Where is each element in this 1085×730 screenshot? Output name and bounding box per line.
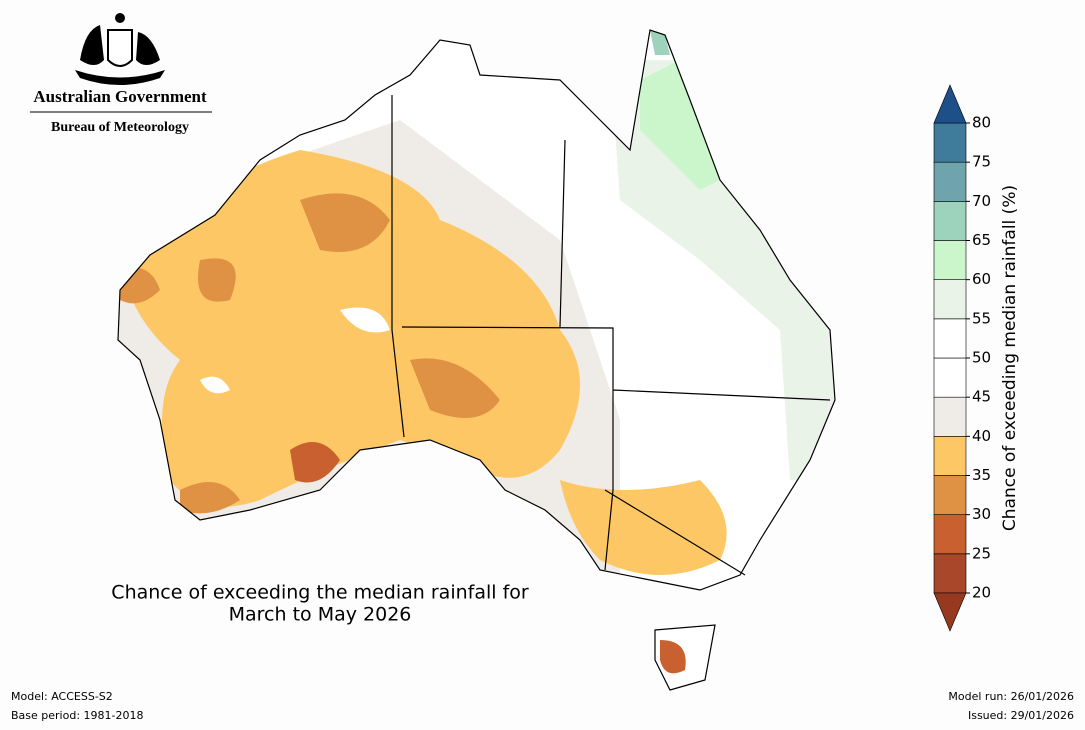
colorbar-tick-label: 25 [972,544,991,562]
colorbar-bin [933,475,967,515]
colorbar-tick-label: 40 [972,427,991,445]
coastline [117,29,836,691]
colorbar-tick-label: 65 [972,231,991,249]
colorbar-bin [933,279,967,320]
colorbar-label: Chance of exceeding median rainfall (%) [1000,185,1020,531]
footer-base-period: Base period: 1981-2018 [11,709,143,722]
colorbar-bin [933,436,967,476]
colorbar-tick-label: 50 [972,349,991,367]
colorbar-under-arrow [933,592,967,632]
footer-issued: Issued: 29/01/2026 [968,709,1074,722]
colorbar-over-arrow [933,84,967,124]
colorbar-tick-label: 60 [972,270,991,288]
agency-name: Bureau of Meteorology [51,120,189,135]
colorbar-tick-label: 70 [972,192,991,210]
colorbar-tick-label: 20 [972,584,991,602]
coat-of-arms [75,13,165,85]
map-title: March to May 2026 [229,604,412,626]
colorbar-bin [933,122,967,163]
government-name: Australian Government [33,87,207,106]
colorbar-tick-label: 55 [972,309,991,327]
colorbar-tick-label: 35 [972,466,991,484]
colorbar-tick-label: 80 [972,114,991,132]
colorbar-bin [933,161,967,202]
colorbar-bin [933,357,967,398]
footer-model-run: Model run: 26/01/2026 [948,690,1074,703]
footer-model: Model: ACCESS-S2 [11,690,113,703]
state-borders [391,95,831,576]
colorbar-bin [933,396,967,437]
colorbar-tick-label: 30 [972,505,991,523]
colorbar-bin [933,318,967,359]
colorbar-bin [933,240,967,280]
map-title: Chance of exceeding the median rainfall … [111,582,529,604]
colorbar-bin [933,514,967,555]
colorbar-tick-label: 75 [972,153,991,171]
colorbar-tick-label: 45 [972,388,991,406]
colorbar-bin [933,201,967,241]
colorbar-bin [933,553,967,594]
colorbar: 20 25 30 35 40 45 50 55 60 65 70 75 80 [933,84,991,632]
